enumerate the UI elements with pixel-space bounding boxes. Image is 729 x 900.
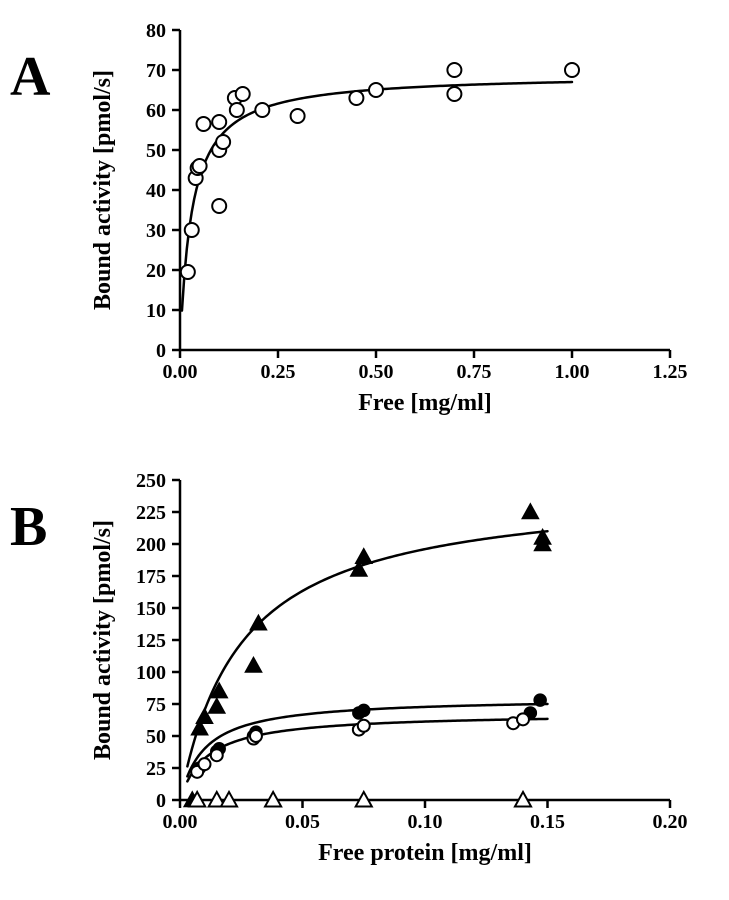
- panel-b-label: B: [10, 495, 47, 559]
- panel-a-chart: 0.00 0.25 0.50 0.75 1.00 1.25 0 10 20 30 40 50 60 70 8…: [80, 10, 700, 445]
- svg-text:0.05: 0.05: [285, 811, 320, 833]
- svg-text:0.25: 0.25: [261, 361, 296, 383]
- svg-text:70: 70: [146, 60, 166, 82]
- svg-text:0: 0: [156, 790, 166, 812]
- svg-text:50: 50: [146, 726, 166, 748]
- svg-text:30: 30: [146, 220, 166, 242]
- svg-text:Bound activity [pmol/s]: Bound activity [pmol/s]: [90, 520, 116, 760]
- svg-text:25: 25: [146, 758, 166, 780]
- svg-text:0: 0: [156, 340, 166, 362]
- svg-text:0.15: 0.15: [530, 811, 565, 833]
- svg-text:10: 10: [146, 300, 166, 322]
- svg-text:225: 225: [136, 502, 166, 524]
- svg-text:100: 100: [136, 662, 166, 684]
- svg-text:0.10: 0.10: [408, 811, 443, 833]
- svg-text:200: 200: [136, 534, 166, 556]
- svg-text:125: 125: [136, 630, 166, 652]
- svg-text:1.25: 1.25: [653, 361, 688, 383]
- svg-text:40: 40: [146, 180, 166, 202]
- svg-text:1.00: 1.00: [555, 361, 590, 383]
- figure-page: A B 0.00 0.25 0.50 0.75 1.00 1.25 0 10 20 30 40 50 6…: [0, 0, 729, 900]
- svg-text:0.00: 0.00: [163, 361, 198, 383]
- svg-text:0.20: 0.20: [653, 811, 688, 833]
- svg-text:Free protein [mg/ml]: Free protein [mg/ml]: [318, 840, 532, 866]
- svg-text:0.75: 0.75: [457, 361, 492, 383]
- panel-a-label: A: [10, 45, 50, 109]
- svg-text:250: 250: [136, 470, 166, 492]
- svg-text:75: 75: [146, 694, 166, 716]
- svg-text:Bound activity [pmol/s]: Bound activity [pmol/s]: [90, 70, 116, 310]
- svg-text:20: 20: [146, 260, 166, 282]
- svg-text:50: 50: [146, 140, 166, 162]
- svg-text:0.50: 0.50: [359, 361, 394, 383]
- panel-b-chart: 0.00 0.05 0.10 0.15 0.20 0 25 50 75 100 125 150 175 2…: [80, 460, 700, 895]
- svg-text:60: 60: [146, 100, 166, 122]
- svg-text:Free [mg/ml]: Free [mg/ml]: [358, 390, 492, 416]
- svg-text:80: 80: [146, 20, 166, 42]
- svg-text:150: 150: [136, 598, 166, 620]
- svg-text:175: 175: [136, 566, 166, 588]
- svg-text:0.00: 0.00: [163, 811, 198, 833]
